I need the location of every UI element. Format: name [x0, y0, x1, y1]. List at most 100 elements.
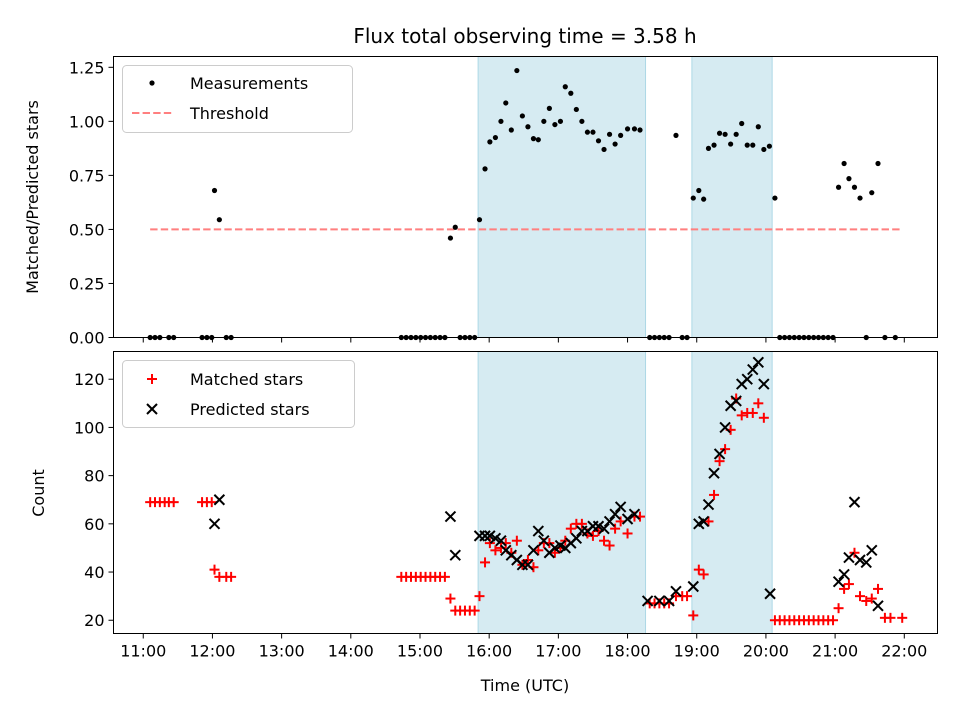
bottom-y-tick-label: 120 [74, 370, 105, 389]
measurement-point [216, 217, 222, 223]
top-legend-box [122, 65, 353, 133]
measurement-point [690, 195, 696, 201]
measurement-point [530, 136, 537, 142]
measurement-point [851, 184, 858, 190]
matched-star-point [714, 456, 725, 467]
measurement-point [705, 145, 712, 151]
measurement-point [525, 124, 531, 130]
measurement-point [711, 142, 717, 148]
measurement-point [606, 131, 613, 137]
count-points [145, 356, 908, 626]
predicted-star-point [860, 556, 872, 569]
measurement-point [590, 129, 596, 135]
measurement-point [584, 129, 591, 135]
matched-star-point [533, 545, 544, 556]
matched-star-point [843, 579, 854, 590]
predicted-star-point [532, 525, 545, 537]
predicted-star-point [741, 373, 753, 385]
predicted-star-point [854, 554, 866, 566]
measurement-point [514, 67, 520, 74]
predicted-star-point [697, 515, 710, 528]
measurement-point [755, 124, 761, 130]
matched-star-point [747, 407, 758, 418]
bottom-y-tick-label: 80 [84, 467, 104, 486]
matched-star-point [861, 595, 872, 606]
measurement-point [618, 132, 624, 138]
matched-star-point [480, 557, 491, 568]
matched-star-point [698, 569, 709, 580]
matched-star-point [897, 612, 908, 623]
x-tick-label: 12:00 [189, 642, 235, 661]
x-tick-label: 11:00 [120, 642, 166, 661]
predicted-star-point [641, 595, 654, 607]
matched-star-point [610, 523, 621, 534]
matched-star-point [168, 497, 179, 508]
measurement-point [508, 127, 514, 133]
shaded-interval-1 [477, 351, 647, 634]
top-y-ticks: 0.00 0.25 0.50 0.75 1.00 1.25 [69, 58, 114, 348]
top-y-tick-label: 0.50 [69, 220, 105, 239]
matched-star-point [873, 583, 884, 594]
matched-star-point [549, 547, 560, 558]
measurement-point [476, 217, 483, 223]
x-tick-label: 18:00 [604, 642, 650, 661]
matched-star-point [833, 603, 844, 614]
predicted-star-point [527, 544, 540, 557]
matched-star-point [206, 497, 217, 508]
top-x-ticks [142, 337, 905, 343]
matched-star-point [720, 444, 731, 455]
measurement-point [673, 132, 679, 138]
predicted-star-point [747, 363, 759, 376]
predicted-star-point [713, 448, 726, 460]
matched-star-point [828, 615, 839, 626]
measurement-point [447, 235, 454, 241]
predicted-star-point [866, 544, 878, 557]
bottom-legend-box [122, 360, 355, 428]
measurement-point [733, 131, 739, 137]
measurement-point [875, 160, 881, 167]
measurement-point [498, 118, 504, 124]
matched-star-point [445, 593, 456, 604]
measurement-point [841, 160, 847, 167]
matched-star-point [855, 591, 866, 602]
matched-star-point [565, 523, 576, 534]
measurement-point [211, 187, 218, 194]
matched-star-point [693, 564, 704, 575]
predicted-star-point [758, 378, 770, 390]
measurement-point [761, 146, 767, 153]
matched-star-point [226, 571, 237, 582]
measurement-point [552, 121, 558, 128]
shaded-interval-1 [477, 56, 647, 338]
measurement-point [772, 195, 778, 201]
matched-star-point [469, 605, 480, 616]
measurement-point [573, 106, 579, 113]
matched-star-point [758, 412, 769, 423]
top-y-tick-label: 1.25 [69, 58, 105, 77]
measurement-point [835, 184, 842, 190]
top-shaded-intervals [477, 56, 773, 338]
x-tick-label: 16:00 [466, 642, 512, 661]
predicted-star-point [764, 588, 776, 600]
predicted-star-point [598, 522, 610, 535]
predicted-star-point [628, 508, 641, 520]
bottom-y-axis-label: Count [29, 469, 48, 517]
measurement-point [857, 195, 863, 201]
measurement-point [562, 84, 568, 90]
measurement-point [519, 113, 525, 119]
count-panel: 11:00 12:00 13:00 14:00 15:00 16:00 17:00 18:00… [29, 351, 938, 695]
predicted-star-point [449, 549, 461, 561]
x-tick-label: 22:00 [881, 642, 927, 661]
measurement-point [744, 142, 750, 148]
measurement-point [728, 141, 734, 147]
measurement-point [637, 127, 643, 133]
matched-star-point [209, 564, 220, 575]
measurement-point [701, 196, 707, 202]
top-y-tick-label: 0.00 [69, 329, 105, 348]
top-y-tick-label: 1.00 [69, 112, 105, 131]
predicted-star-point [208, 518, 221, 530]
top-y-tick-label: 0.25 [69, 274, 105, 293]
matched-star-point [522, 554, 533, 565]
x-tick-label: 20:00 [743, 642, 789, 661]
matched-star-point [736, 410, 747, 421]
